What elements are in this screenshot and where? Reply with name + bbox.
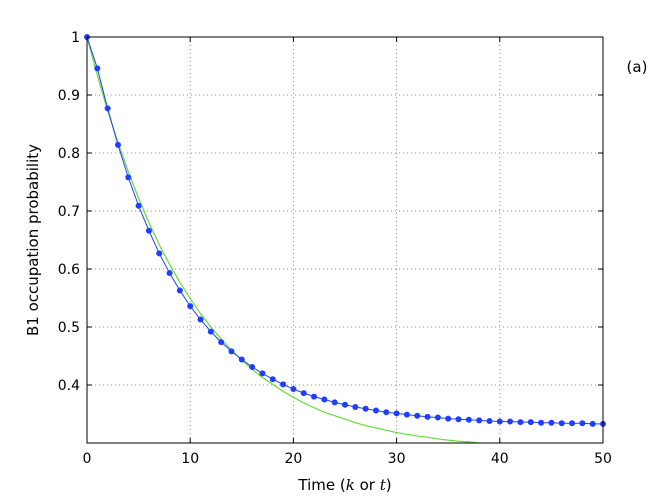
data-point bbox=[94, 65, 101, 72]
data-point bbox=[517, 419, 524, 426]
data-point bbox=[249, 364, 256, 371]
y-tick-label: 0.9 bbox=[58, 88, 80, 104]
axes-frame bbox=[86, 36, 604, 444]
data-point bbox=[486, 417, 493, 424]
data-point bbox=[455, 416, 462, 423]
data-point bbox=[548, 419, 555, 426]
y-tick-label: 1 bbox=[71, 30, 80, 46]
data-point bbox=[290, 386, 297, 393]
data-point bbox=[135, 202, 142, 209]
data-point bbox=[207, 328, 214, 335]
tick-labels: 0 10 20 30 40 50 0.4 0.5 0.6 0.7 0.8 0.9 1 bbox=[58, 30, 612, 467]
tick-marks bbox=[86, 36, 604, 443]
data-point bbox=[476, 417, 483, 424]
x-tick-label: 10 bbox=[181, 451, 199, 467]
data-point bbox=[342, 401, 348, 408]
data-point bbox=[145, 227, 152, 234]
y-tick-label: 0.8 bbox=[58, 146, 80, 162]
data-point bbox=[434, 414, 441, 421]
data-point bbox=[104, 105, 111, 112]
grid-lines bbox=[87, 37, 603, 443]
x-tick-label: 30 bbox=[388, 451, 406, 467]
data-point bbox=[507, 418, 514, 425]
data-point bbox=[403, 411, 410, 418]
x-tick-label: 50 bbox=[594, 451, 612, 467]
data-point bbox=[176, 287, 183, 294]
data-point bbox=[166, 270, 173, 277]
data-point bbox=[331, 399, 338, 406]
data-point bbox=[527, 419, 534, 426]
data-point bbox=[218, 339, 225, 346]
data-point bbox=[300, 390, 307, 397]
data-point bbox=[269, 376, 276, 383]
data-point bbox=[496, 418, 503, 425]
series-layer bbox=[84, 34, 606, 444]
data-point bbox=[125, 174, 132, 181]
data-point bbox=[259, 370, 266, 377]
y-tick-label: 0.5 bbox=[58, 320, 80, 336]
x-axis-title: Time (k or t) bbox=[297, 476, 391, 494]
x-tick-label: 0 bbox=[83, 451, 92, 467]
continuous-series-line bbox=[86, 36, 480, 444]
data-point bbox=[156, 250, 163, 257]
data-point bbox=[280, 381, 287, 388]
data-point bbox=[383, 409, 390, 416]
data-point bbox=[352, 404, 359, 411]
x-tick-label: 20 bbox=[284, 451, 302, 467]
y-axis-title: B1 occupation probability bbox=[24, 144, 42, 336]
data-point bbox=[465, 416, 472, 423]
data-point bbox=[114, 141, 121, 148]
y-tick-label: 0.7 bbox=[58, 204, 80, 220]
data-point bbox=[424, 413, 431, 420]
data-point bbox=[228, 348, 235, 355]
data-point bbox=[569, 420, 576, 427]
data-point bbox=[362, 405, 369, 412]
data-point bbox=[238, 356, 245, 363]
panel-label: (a) bbox=[627, 58, 648, 76]
data-point bbox=[321, 396, 328, 403]
data-point bbox=[414, 412, 421, 419]
data-point bbox=[393, 410, 400, 417]
data-point bbox=[372, 407, 379, 414]
data-point bbox=[558, 420, 565, 427]
data-point bbox=[579, 420, 586, 427]
y-tick-label: 0.4 bbox=[58, 378, 80, 394]
y-tick-label: 0.6 bbox=[58, 262, 80, 278]
data-point bbox=[197, 316, 204, 323]
data-point bbox=[445, 415, 452, 422]
x-tick-label: 40 bbox=[491, 451, 509, 467]
data-point bbox=[589, 420, 596, 427]
data-point bbox=[311, 393, 318, 400]
discrete-series-line bbox=[86, 36, 603, 425]
data-point bbox=[187, 303, 194, 310]
data-point bbox=[538, 419, 545, 426]
